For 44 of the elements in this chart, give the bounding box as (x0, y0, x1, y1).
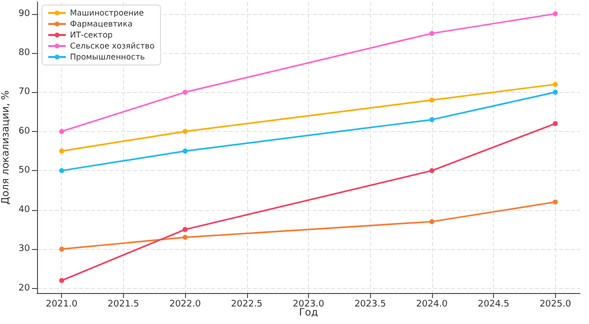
y-tick-label: 60 (18, 126, 30, 136)
y-tick-label: 30 (18, 244, 30, 254)
point (59, 128, 64, 134)
point (182, 148, 188, 154)
legend-label: Сельское хозяйство (70, 42, 155, 50)
point (552, 200, 558, 205)
point (552, 11, 558, 16)
y-tick-label: 90 (18, 8, 30, 19)
legend-label: Машиностроение (70, 8, 144, 18)
y-tick-label: 20 (18, 283, 30, 294)
y-tick-label: 80 (18, 48, 30, 58)
x-tick-label: 2021.5 (108, 300, 140, 310)
legend-label: ИТ-сектор (70, 30, 113, 40)
x-tick-label: 2023.0 (292, 300, 325, 310)
point (182, 128, 188, 134)
point (182, 90, 188, 95)
point (552, 82, 558, 87)
legend-label: Фармацевтика (70, 20, 133, 28)
point (429, 219, 434, 224)
point (429, 168, 434, 174)
point (59, 278, 64, 283)
x-tick-label: 2024.0 (416, 300, 448, 310)
point (182, 226, 188, 232)
point (59, 168, 64, 174)
point (552, 121, 558, 126)
legend-label: Промышленность (70, 52, 146, 62)
point (182, 234, 188, 240)
x-tick-label: 2022.0 (169, 300, 202, 310)
x-tick-label: 2021.0 (46, 300, 78, 310)
point (429, 117, 434, 122)
x-tick-label: 2024.5 (478, 300, 510, 310)
y-axis-title: Доля локализации, % (0, 90, 12, 205)
point (429, 30, 434, 36)
point (59, 246, 64, 252)
x-tick-label: 2022.5 (231, 300, 263, 310)
point (552, 90, 558, 95)
x-axis-title: Год (298, 308, 318, 318)
x-tick-label: 2023.5 (354, 300, 386, 310)
y-tick-label: 50 (18, 166, 30, 176)
point (429, 98, 434, 103)
y-tick-label: 70 (18, 87, 30, 98)
x-tick-label: 2025.0 (540, 300, 572, 310)
y-tick-label: 40 (18, 204, 30, 215)
point (59, 148, 64, 154)
